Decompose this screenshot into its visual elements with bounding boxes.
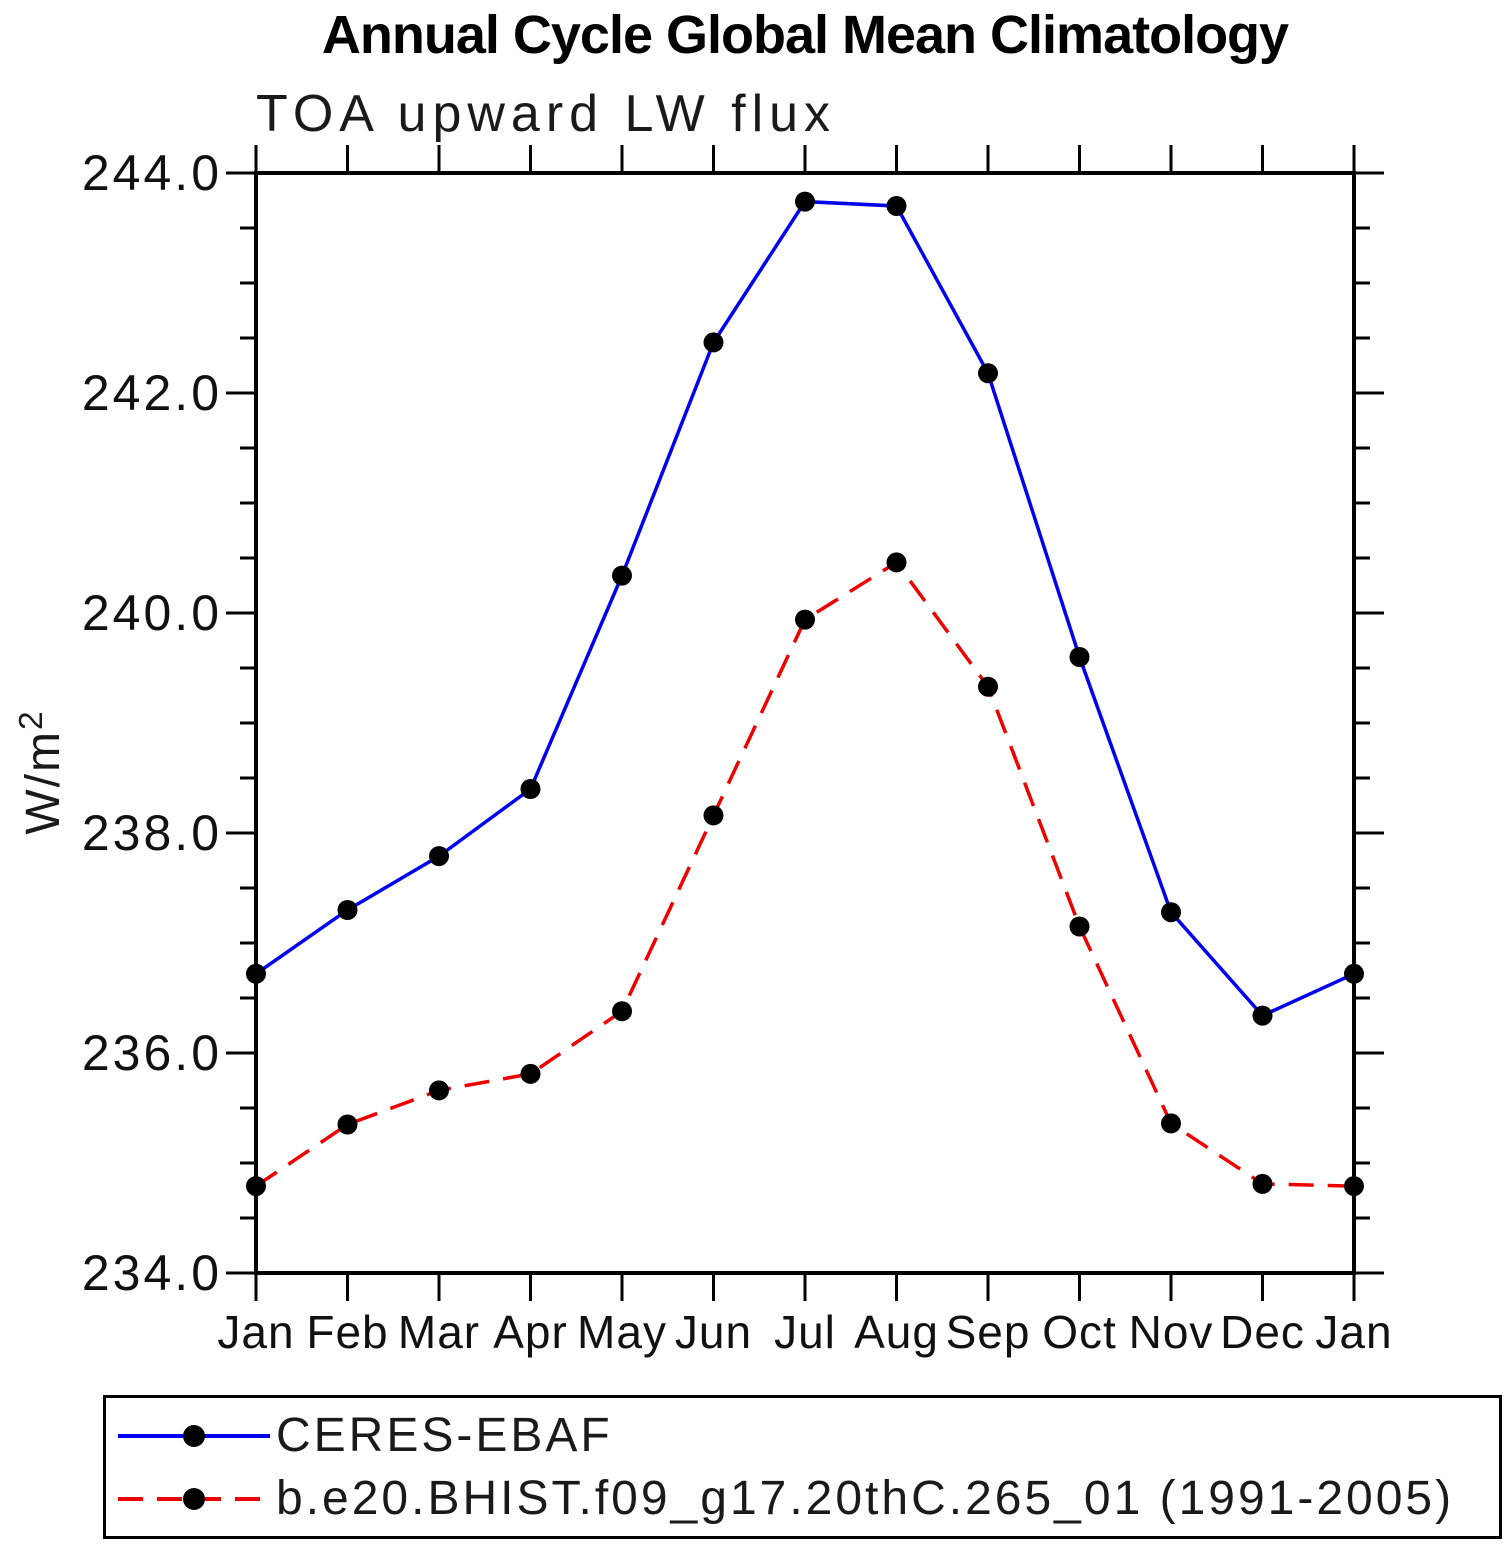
data-point-marker-s1 — [1252, 1173, 1273, 1194]
data-point-marker-s1 — [246, 1176, 266, 1197]
x-tick-label: Sep — [946, 1306, 1031, 1358]
plot-frame — [254, 171, 1356, 1275]
x-tick-label: Feb — [306, 1306, 388, 1358]
data-point-marker-s1 — [1069, 916, 1090, 937]
x-tick-label: Nov — [1129, 1306, 1214, 1358]
x-tick-label: Jan — [1315, 1306, 1392, 1358]
data-point-marker-s1 — [1161, 1113, 1181, 1134]
legend-label-ceres-ebaf: CERES-EBAF — [276, 1409, 613, 1462]
data-point-marker-s1 — [612, 1001, 632, 1022]
x-tick-label: Jan — [217, 1306, 294, 1358]
y-tick-label: 240.0 — [82, 585, 222, 641]
legend-item-model: b.e20.BHIST.f09_g17.20thC.265_01 (1991-2… — [116, 1471, 1499, 1526]
data-point-marker-s0 — [1252, 1005, 1273, 1026]
x-tick-label: Apr — [493, 1306, 568, 1358]
data-point-marker-s1 — [429, 1080, 449, 1101]
legend-item-ceres-ebaf: CERES-EBAF — [116, 1408, 1499, 1463]
x-tick-label: Jun — [675, 1306, 752, 1358]
data-point-marker-s0 — [246, 963, 266, 984]
x-tick-label: Mar — [398, 1306, 480, 1358]
data-point-marker-s1 — [795, 609, 815, 630]
legend-marker-dot — [183, 1424, 205, 1447]
legend-label-model: b.e20.BHIST.f09_g17.20thC.265_01 (1991-2… — [276, 1472, 1455, 1525]
x-tick-label: May — [577, 1306, 667, 1358]
data-point-marker-s0 — [612, 565, 632, 586]
data-point-marker-s0 — [1344, 963, 1364, 984]
data-point-marker-s0 — [337, 900, 358, 920]
data-point-marker-s0 — [795, 191, 815, 212]
y-tick-label: 244.0 — [82, 145, 222, 201]
series-line-1 — [255, 560, 1355, 1188]
y-tick-label: 238.0 — [82, 805, 222, 861]
legend-line-solid-icon — [118, 1424, 270, 1447]
data-point-marker-s0 — [1161, 902, 1181, 923]
data-point-marker-s0 — [703, 332, 724, 353]
data-point-marker-s0 — [1069, 647, 1090, 667]
y-tick-label: 236.0 — [82, 1025, 222, 1081]
y-tick-label: 242.0 — [82, 365, 222, 421]
data-point-marker-s0 — [886, 196, 907, 216]
data-point-marker-s1 — [1344, 1176, 1364, 1197]
x-tick-label: Dec — [1220, 1306, 1305, 1358]
data-point-marker-s1 — [703, 805, 724, 826]
data-point-marker-s1 — [886, 552, 907, 573]
x-tick-label: Jul — [774, 1306, 836, 1358]
x-tick-label: Aug — [854, 1306, 939, 1358]
data-point-marker-s0 — [520, 779, 541, 799]
y-tick-label: 234.0 — [82, 1245, 222, 1301]
x-tick-label: Oct — [1042, 1306, 1117, 1358]
data-point-marker-s0 — [429, 846, 449, 867]
legend-marker-dot — [183, 1487, 205, 1510]
data-point-marker-s1 — [978, 676, 998, 697]
data-point-marker-s1 — [520, 1063, 541, 1084]
chart-title: Annual Cycle Global Mean Climatology — [321, 5, 1289, 65]
data-point-marker-s0 — [978, 363, 998, 384]
legend-box: CERES-EBAF b.e20.BHIST.f09_g17.20thC.265… — [103, 1395, 1502, 1539]
chart-subtitle: TOA upward LW flux — [256, 85, 837, 143]
data-point-marker-s1 — [337, 1114, 358, 1135]
legend-line-dashed-icon — [118, 1487, 270, 1510]
series-line-0 — [254, 199, 1355, 1018]
